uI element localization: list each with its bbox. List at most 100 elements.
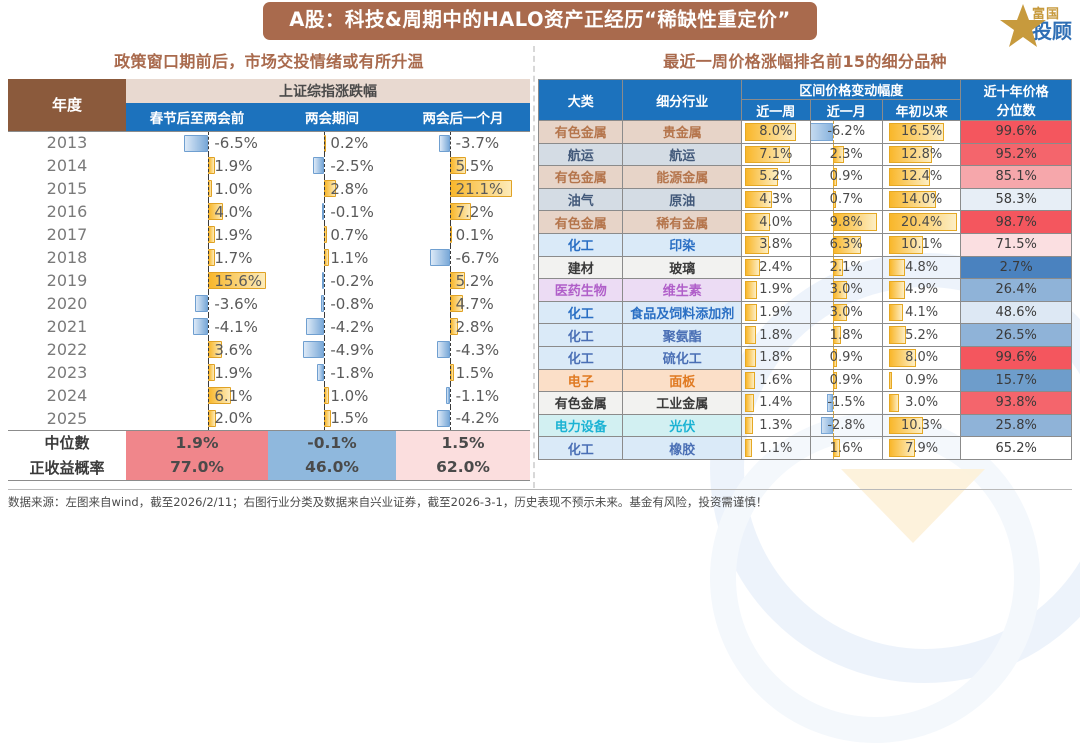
bar-value-label: 2.0% (214, 409, 253, 428)
metric-value: -6.2% (827, 124, 866, 140)
value-bar-cell: -0.8% (268, 292, 396, 315)
bar-value-label: 4.7% (455, 294, 494, 313)
metric-cell: 4.9% (881, 278, 962, 302)
metric-cell: -1.5% (809, 391, 883, 415)
metric-cell: 0.9% (809, 165, 883, 189)
zero-axis (208, 246, 210, 269)
left-table-summary: 中位數 1.9% -0.1% 1.5% 正收益概率 77.0% 46.0% 62… (8, 429, 531, 481)
zero-axis (324, 338, 326, 361)
value-bar-cell: -6.5% (126, 130, 268, 154)
zero-axis (324, 315, 326, 338)
value-bar-cell: 1.7% (126, 246, 268, 269)
metric-cell: 2.3% (809, 142, 883, 167)
metric-value: 3.0% (829, 282, 863, 298)
metric-value: 0.9% (829, 350, 863, 366)
data-bar (744, 168, 779, 186)
table-row: 油气 原油 4.3% 0.7% 14.0% 58.3% (537, 187, 1072, 212)
metric-value: 4.3% (759, 192, 793, 208)
zero-axis (208, 384, 210, 407)
value-bar-cell: 21.1% (396, 177, 530, 200)
category-cell: 化工 (537, 345, 624, 370)
bar-value-label: 7.2% (455, 202, 494, 221)
metric-value: 12.4% (900, 169, 943, 185)
page-title: A股：科技&周期中的HALO资产正经历“稀缺性重定价” (263, 2, 817, 40)
value-bar-cell: 3.6% (126, 338, 268, 361)
metric-cell: 7.1% (741, 142, 811, 167)
bar-value-label: -4.3% (455, 340, 500, 359)
data-bar (744, 123, 797, 141)
metric-value: 3.0% (905, 395, 939, 411)
bar-value-label: -2.5% (330, 156, 374, 175)
data-bar (744, 190, 773, 209)
right-header-percentile: 近十年价格 分位数 (960, 79, 1072, 121)
right-subtitle: 最近一周价格涨幅排名前15的细分品种 (663, 52, 947, 71)
header: A股：科技&周期中的HALO资产正经历“稀缺性重定价” 富国 投顾 (0, 0, 1080, 47)
right-header-month: 近一月 (809, 99, 883, 121)
data-bar (320, 295, 325, 312)
value-bar-cell: -0.2% (268, 269, 396, 292)
data-bar (889, 258, 906, 277)
left-panel: 政策窗口期前后，市场交投情绪或有所升温 年度 上证综指涨跌幅 春节后至两会前 两… (8, 42, 531, 481)
zero-axis (208, 154, 210, 177)
metric-cell: 8.0% (881, 345, 962, 370)
value-bar-cell: 2.8% (268, 177, 396, 200)
percentile-cell: 25.8% (960, 413, 1072, 438)
data-bar (429, 249, 450, 266)
metric-cell: 7.9% (881, 436, 962, 460)
zero-axis (208, 407, 210, 430)
bar-value-label: 1.7% (214, 248, 253, 267)
data-bar (889, 281, 906, 299)
metric-value: 0.9% (829, 372, 863, 388)
value-bar-cell: 0.7% (268, 223, 396, 246)
year-cell: 2015 (46, 179, 88, 198)
value-bar-cell: 5.2% (396, 269, 530, 292)
data-bar (833, 326, 842, 344)
bar-value-label: -0.1% (330, 202, 374, 221)
left-header-col3: 两会后一个月 (396, 103, 531, 131)
data-bar (889, 303, 903, 322)
value-bar-cell: -4.9% (268, 338, 396, 361)
metric-value: 1.8% (829, 327, 863, 343)
metric-cell: 0.9% (809, 368, 883, 393)
percentile-cell: 99.6% (960, 345, 1072, 370)
zero-axis (208, 177, 210, 200)
year-cell: 2018 (46, 248, 88, 267)
metric-value: 4.9% (905, 282, 939, 298)
summary-median-col2: -0.1% (268, 429, 396, 455)
value-bar-cell: 1.0% (126, 177, 268, 200)
metric-value: 1.8% (759, 327, 793, 343)
metric-cell: 4.1% (881, 300, 962, 325)
metric-cell: 0.7% (809, 187, 883, 212)
zero-axis (833, 121, 835, 143)
right-header-ytd: 年初以来 (881, 99, 962, 121)
category-cell: 有色金属 (537, 120, 624, 144)
panel-divider (533, 46, 535, 488)
value-bar-cell: 2.8% (396, 315, 530, 338)
data-bar (833, 303, 847, 322)
metric-value: 4.0% (759, 214, 793, 230)
sub-industry-cell: 能源金属 (622, 165, 743, 189)
category-cell: 化工 (537, 323, 624, 347)
category-cell: 有色金属 (537, 391, 624, 415)
metric-cell: 2.4% (741, 255, 811, 280)
data-bar (306, 318, 325, 335)
zero-axis (449, 177, 451, 200)
data-bar (744, 235, 770, 254)
zero-axis (208, 132, 210, 154)
data-bar (889, 394, 900, 412)
year-cell: 2017 (46, 225, 88, 244)
data-bar (316, 364, 325, 381)
bar-value-label: 0.7% (330, 225, 369, 244)
metric-cell: 12.8% (881, 142, 962, 167)
bar-value-label: 2.8% (330, 179, 369, 198)
metric-value: 1.9% (759, 282, 793, 298)
year-cell: 2014 (46, 156, 88, 175)
metric-cell: 4.8% (881, 255, 962, 280)
bar-value-label: 21.1% (455, 179, 504, 198)
zero-axis (208, 200, 210, 223)
data-bar (193, 318, 209, 335)
category-cell: 建材 (537, 255, 624, 280)
metric-cell: 0.9% (881, 368, 962, 393)
metric-cell: 1.8% (741, 323, 811, 347)
bar-value-label: -1.1% (455, 386, 500, 405)
